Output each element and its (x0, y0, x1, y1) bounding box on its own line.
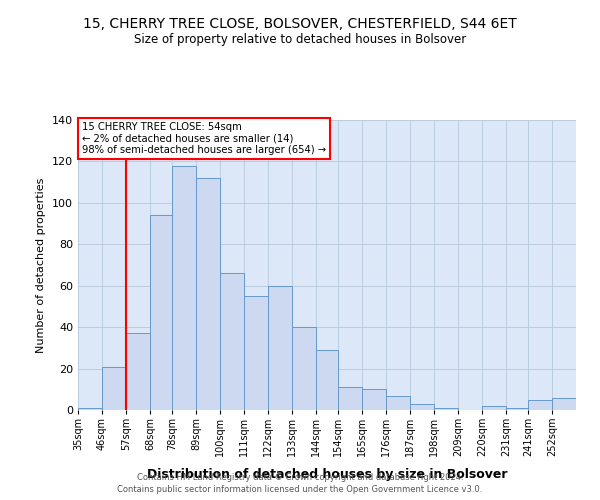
Bar (316, 350, 338, 410)
Bar (552, 398, 576, 410)
X-axis label: Distribution of detached houses by size in Bolsover: Distribution of detached houses by size … (147, 468, 507, 480)
Bar (506, 408, 528, 410)
Bar (150, 216, 172, 410)
Bar (434, 408, 458, 410)
Bar (410, 404, 434, 410)
Text: Contains public sector information licensed under the Open Government Licence v3: Contains public sector information licen… (118, 485, 482, 494)
Bar (362, 390, 386, 410)
Bar (126, 334, 150, 410)
Text: Size of property relative to detached houses in Bolsover: Size of property relative to detached ho… (134, 32, 466, 46)
Bar (292, 327, 316, 410)
Bar (528, 400, 552, 410)
Y-axis label: Number of detached properties: Number of detached properties (37, 178, 46, 352)
Bar (172, 166, 196, 410)
Text: Contains HM Land Registry data © Crown copyright and database right 2024.: Contains HM Land Registry data © Crown c… (137, 472, 463, 482)
Bar (196, 178, 220, 410)
Bar (268, 286, 292, 410)
Text: 15, CHERRY TREE CLOSE, BOLSOVER, CHESTERFIELD, S44 6ET: 15, CHERRY TREE CLOSE, BOLSOVER, CHESTER… (83, 18, 517, 32)
Bar (244, 296, 268, 410)
Bar (386, 396, 410, 410)
Bar (78, 408, 102, 410)
Text: 15 CHERRY TREE CLOSE: 54sqm
← 2% of detached houses are smaller (14)
98% of semi: 15 CHERRY TREE CLOSE: 54sqm ← 2% of deta… (82, 122, 326, 156)
Bar (220, 274, 244, 410)
Bar (102, 366, 126, 410)
Bar (482, 406, 506, 410)
Bar (338, 387, 362, 410)
